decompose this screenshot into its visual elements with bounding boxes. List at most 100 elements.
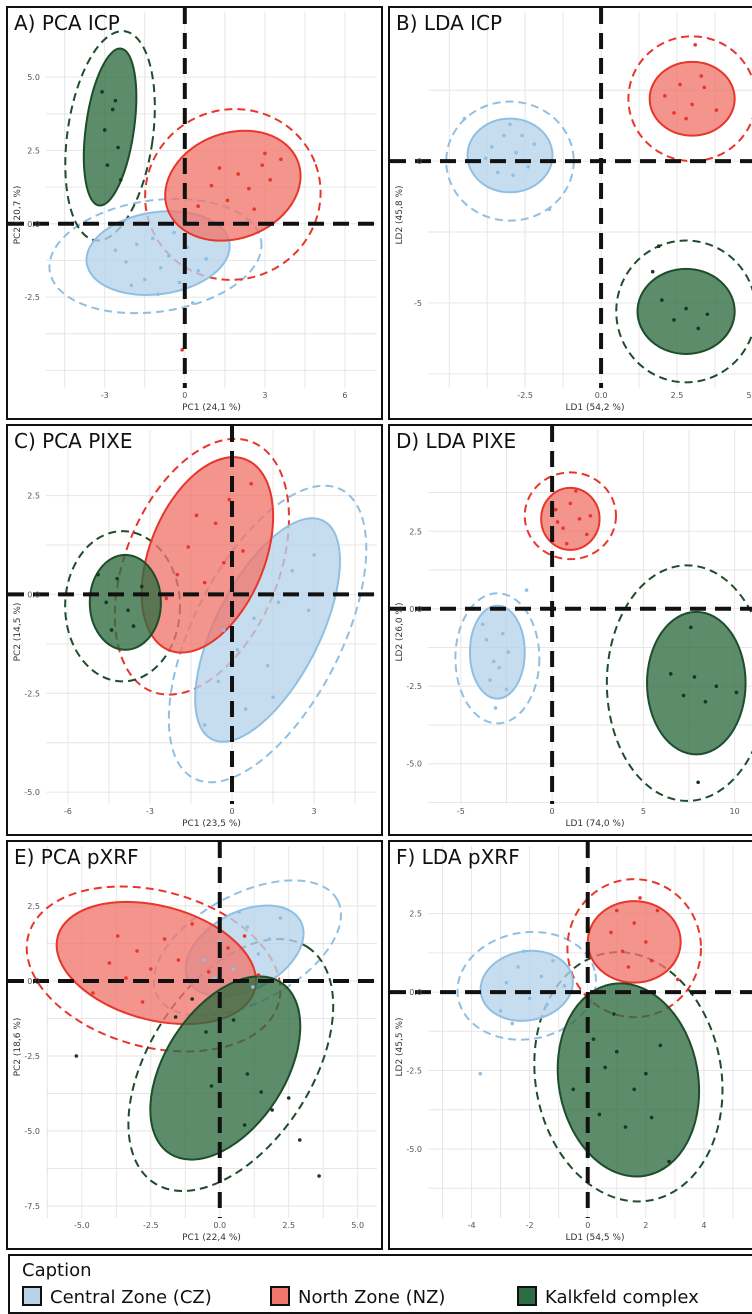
data-point-cz: [562, 984, 567, 988]
data-point-nz: [644, 940, 648, 944]
data-point-cz: [276, 600, 281, 605]
y-axis-label: LD2 (45,8 %): [395, 185, 405, 244]
data-point-nz: [236, 172, 240, 176]
data-point-kf: [703, 699, 708, 704]
data-point-cz: [497, 665, 501, 670]
data-point-kf: [118, 178, 123, 182]
data-point-nz: [260, 163, 265, 167]
data-point-nz: [684, 116, 688, 121]
y-tick-label: 5.0: [27, 73, 40, 82]
data-point-cz: [489, 145, 494, 149]
data-point-nz: [693, 43, 697, 47]
data-point-cz: [524, 588, 529, 592]
confidence-ellipse-cz: [466, 117, 554, 194]
chart-c-svg: -6 -3 0 3 -5.0 -2.5 0.0 2.5 PC1 (23,5 %) PC2 (14,…: [8, 426, 381, 829]
y-tick-label: -5.0: [24, 788, 40, 797]
y-tick-label: 2.5: [27, 492, 40, 501]
data-point-nz: [577, 517, 582, 521]
y-axis-label: PC2 (18,6 %): [13, 1018, 23, 1077]
y-tick-label: -5.0: [24, 1127, 40, 1136]
x-tick-label: 2: [643, 1221, 648, 1230]
data-point-kf: [209, 1084, 214, 1088]
chart-e-svg: -5.0 -2.5 0.0 2.5 5.0 -7.5 -5.0 -2.5 0.0 2.5 PC1 (…: [8, 842, 381, 1243]
chart-a-svg: -3 0 3 6 -2.5 0.0 2.5 5.0 PC1 (24,1 %) PC2 (20,7 …: [8, 8, 381, 413]
data-point-cz: [252, 616, 256, 620]
data-point-nz: [638, 896, 642, 900]
x-tick-label: 2.5: [671, 391, 684, 400]
data-point-kf: [597, 1112, 602, 1117]
x-tick-label: -5.0: [74, 1221, 90, 1230]
data-point-cz: [265, 663, 270, 668]
x-tick-label: 5: [641, 807, 646, 816]
x-tick-label: 0: [229, 807, 234, 816]
data-point-cz: [539, 974, 544, 979]
data-point-kf: [96, 572, 100, 577]
x-tick-label: 2.5: [282, 1221, 295, 1230]
panel-title: E) PCA pXRF: [14, 845, 139, 869]
data-point-kf: [74, 1054, 79, 1058]
data-point-cz: [520, 133, 524, 138]
data-point-nz: [279, 157, 283, 162]
panel-title: D) LDA PIXE: [396, 429, 517, 453]
data-point-cz: [532, 142, 537, 146]
data-point-cz: [202, 723, 207, 727]
data-point-cz: [166, 254, 171, 258]
data-point-cz: [488, 678, 492, 682]
data-point-kf: [668, 672, 673, 676]
data-point-nz: [555, 520, 560, 524]
data-point-kf: [696, 326, 701, 331]
legend-label: Central Zone (CZ): [50, 1287, 212, 1308]
y-tick-label: 2.5: [409, 527, 422, 536]
data-point-cz: [267, 937, 272, 941]
data-point-nz: [213, 521, 218, 526]
data-point-kf: [245, 1072, 250, 1076]
confidence-ellipse-cz: [468, 604, 526, 700]
data-point-nz: [256, 973, 261, 977]
data-point-nz: [209, 183, 214, 188]
data-point-cz: [508, 122, 512, 127]
data-point-nz: [584, 532, 589, 537]
data-point-kf: [297, 1138, 302, 1142]
x-tick-label: -6: [64, 807, 72, 816]
data-point-nz: [268, 178, 273, 182]
data-point-nz: [206, 970, 211, 974]
data-point-nz: [196, 204, 200, 209]
data-point-cz: [124, 260, 128, 264]
data-point-cz: [243, 707, 248, 711]
x-tick-label: -3: [101, 391, 109, 400]
data-point-kf: [689, 625, 693, 630]
data-point-nz: [176, 958, 181, 962]
panel-b: B) LDA ICP -2.5 0.0 2.5 5.0 -5 0 LD1 (54,2 %) L…: [388, 6, 752, 420]
data-point-kf: [109, 628, 114, 632]
data-point-cz: [196, 268, 200, 273]
confidence-ellipse-outer-cz: [48, 197, 263, 315]
data-point-kf: [734, 690, 739, 695]
data-point-nz: [655, 908, 660, 913]
data-point-cz: [191, 301, 195, 305]
data-point-cz: [201, 958, 206, 962]
data-point-nz: [252, 207, 257, 211]
data-point-nz: [609, 930, 613, 935]
y-tick-label: -2.5: [24, 689, 40, 698]
data-point-cz: [278, 916, 283, 920]
data-point-kf: [612, 1012, 616, 1016]
data-point-cz: [527, 996, 532, 1001]
data-point-cz: [547, 207, 552, 212]
y-axis-label: LD2 (26,0 %): [395, 602, 405, 661]
x-axis-label: LD1 (54,2 %): [565, 403, 624, 413]
data-point-kf: [286, 1096, 291, 1100]
data-point-kf: [660, 298, 664, 302]
y-tick-label: -5.0: [406, 1145, 422, 1154]
data-point-kf: [644, 1071, 648, 1076]
data-point-cz: [501, 631, 505, 636]
data-point-kf: [116, 145, 120, 150]
panel-title: B) LDA ICP: [396, 11, 503, 35]
data-point-kf: [102, 128, 107, 132]
data-point-kf: [113, 98, 118, 103]
x-axis-label: PC1 (23,5 %): [182, 819, 241, 829]
x-tick-label: 5.0: [351, 1221, 364, 1230]
data-point-cz: [245, 925, 250, 929]
data-point-nz: [672, 111, 676, 115]
x-tick-label: 4: [701, 1221, 706, 1230]
y-tick-label: -5: [414, 299, 422, 308]
